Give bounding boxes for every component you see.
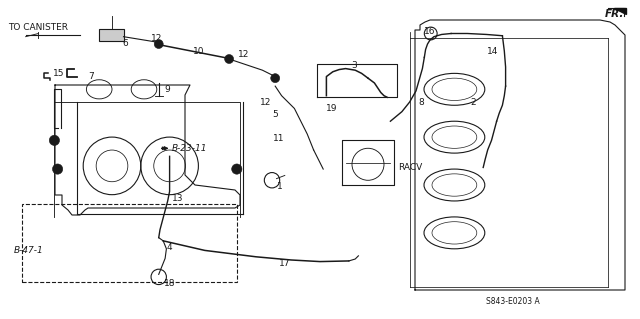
- Text: 10: 10: [193, 47, 204, 56]
- Text: RACV: RACV: [398, 163, 422, 172]
- Text: 7: 7: [89, 72, 94, 81]
- Text: 3: 3: [351, 61, 356, 70]
- Text: 14: 14: [487, 47, 499, 56]
- Text: 1: 1: [278, 182, 283, 191]
- Text: 12: 12: [237, 50, 249, 59]
- Text: 6: 6: [122, 39, 127, 48]
- Text: 2: 2: [471, 98, 476, 107]
- Text: 19: 19: [326, 104, 337, 113]
- Text: 9: 9: [165, 85, 170, 94]
- Text: 17: 17: [279, 259, 291, 268]
- Text: 16: 16: [424, 27, 436, 36]
- Text: 12: 12: [151, 34, 163, 43]
- Text: B-23-11: B-23-11: [172, 144, 207, 153]
- Text: 13: 13: [172, 194, 184, 203]
- Circle shape: [271, 74, 280, 83]
- Circle shape: [225, 55, 234, 63]
- Text: S843-E0203 A: S843-E0203 A: [486, 297, 540, 306]
- Text: 8: 8: [419, 98, 424, 107]
- Polygon shape: [614, 8, 626, 14]
- Text: TO CANISTER: TO CANISTER: [8, 23, 68, 32]
- Text: 15: 15: [53, 69, 65, 78]
- Circle shape: [154, 40, 163, 48]
- Text: 11: 11: [273, 134, 284, 143]
- Bar: [99, 29, 124, 41]
- Text: 18: 18: [164, 279, 175, 288]
- Text: B-47-1: B-47-1: [14, 246, 44, 255]
- Bar: [99, 29, 124, 41]
- Text: 4: 4: [167, 243, 172, 252]
- Text: 5: 5: [273, 110, 278, 119]
- Text: 12: 12: [260, 98, 271, 107]
- Text: FR.: FR.: [605, 9, 624, 19]
- Circle shape: [232, 164, 242, 174]
- Circle shape: [52, 164, 63, 174]
- Bar: [22, 204, 237, 282]
- Circle shape: [49, 135, 60, 145]
